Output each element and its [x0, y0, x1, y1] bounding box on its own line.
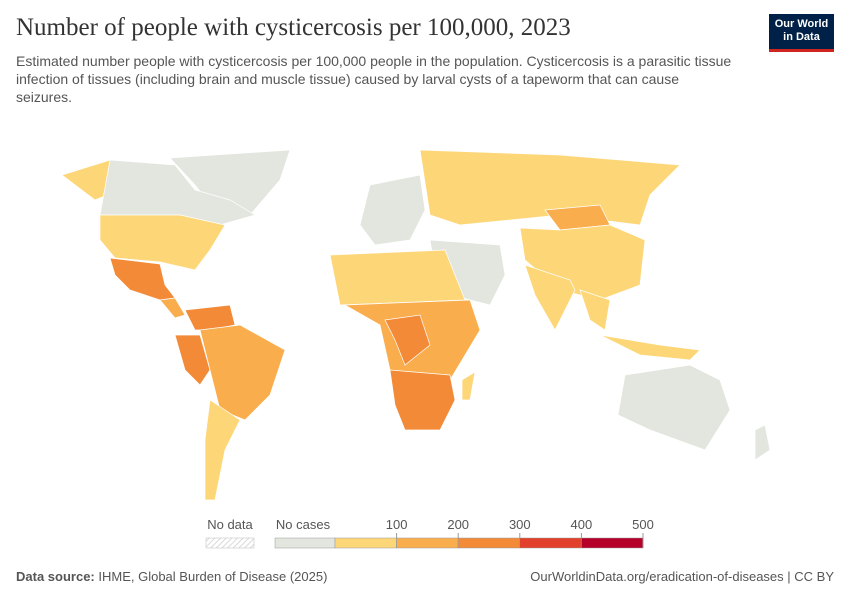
legend-tick-label: 100 [386, 517, 408, 532]
legend-bin [581, 537, 644, 549]
countries [61, 149, 771, 501]
legend-label: No cases [276, 517, 331, 532]
europe[interactable] [359, 174, 426, 246]
legend-tick-label: 400 [571, 517, 593, 532]
legend-label: No data [207, 517, 253, 532]
legend-bin [457, 537, 521, 549]
logo-line: in Data [783, 31, 820, 43]
mexico[interactable] [109, 257, 176, 301]
source-text: IHME, Global Burden of Disease (2025) [98, 569, 328, 584]
legend-bin [519, 537, 582, 549]
legend-bin [334, 537, 397, 549]
title: Number of people with cysticercosis per … [16, 14, 571, 41]
brazil[interactable] [199, 324, 286, 421]
legend-tick-label: 500 [632, 517, 654, 532]
drc[interactable] [384, 314, 431, 366]
argentina[interactable] [204, 399, 241, 501]
usa[interactable] [99, 214, 226, 271]
subtitle: Estimated number people with cysticercos… [16, 53, 732, 105]
central-america[interactable] [159, 297, 186, 319]
logo[interactable]: Our World in Data [769, 14, 834, 52]
legend-bin [396, 537, 459, 549]
new-zealand[interactable] [754, 424, 771, 461]
logo-line: Our World [774, 18, 829, 30]
legend-no-data [205, 537, 255, 549]
legend-tick-label: 300 [509, 517, 531, 532]
indonesia[interactable] [599, 334, 701, 361]
map: No data No cases 100 200 300 400 500 [61, 149, 771, 549]
southern-africa[interactable] [389, 369, 456, 431]
madagascar[interactable] [461, 371, 476, 401]
india[interactable] [524, 264, 576, 331]
australia[interactable] [617, 364, 731, 451]
se-asia[interactable] [579, 289, 611, 331]
url[interactable]: OurWorldinData.org/eradication-of-diseas… [530, 569, 834, 584]
legend-no-cases [274, 537, 336, 549]
north-africa[interactable] [329, 249, 466, 306]
russia[interactable] [419, 149, 681, 226]
peru[interactable] [174, 334, 211, 386]
legend-tick-label: 200 [447, 517, 469, 532]
source: Data source: IHME, Global Burden of Dise… [16, 569, 327, 584]
legend: No data No cases 100 200 300 400 500 [205, 517, 654, 549]
source-label: Data source: [16, 569, 95, 584]
